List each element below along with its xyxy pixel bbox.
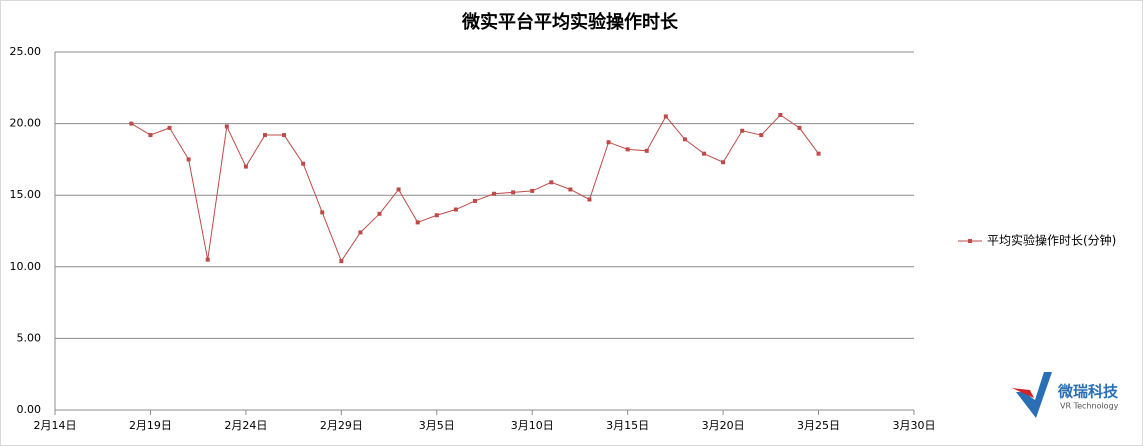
x-tick-label: 3月30日	[893, 419, 936, 432]
marker	[377, 211, 382, 216]
marker	[453, 207, 458, 212]
marker	[262, 133, 267, 138]
legend-marker	[968, 239, 972, 243]
marker	[320, 210, 325, 215]
y-tick-label: 25.00	[10, 45, 42, 58]
logo-icon	[1016, 372, 1052, 418]
y-tick-label: 20.00	[10, 117, 42, 130]
marker	[663, 114, 668, 119]
marker	[186, 157, 191, 162]
marker	[549, 180, 554, 185]
marker	[682, 137, 687, 142]
marker	[243, 164, 248, 169]
logo-accent	[1012, 388, 1034, 398]
x-tick-label: 2月29日	[320, 419, 363, 432]
marker	[415, 220, 420, 225]
marker	[434, 213, 439, 218]
x-tick-label: 2月24日	[224, 419, 267, 432]
marker	[587, 197, 592, 202]
marker	[759, 133, 764, 138]
marker	[224, 124, 229, 129]
x-tick-label: 3月5日	[419, 419, 455, 432]
marker	[492, 191, 497, 196]
marker	[129, 121, 134, 126]
logo-tagline: VR Technology	[1060, 402, 1119, 411]
legend-label: 平均实验操作时长(分钟)	[987, 233, 1116, 248]
x-tick-label: 2月14日	[34, 419, 77, 432]
y-tick-label: 0.00	[17, 403, 42, 416]
x-tick-label: 2月19日	[129, 419, 172, 432]
marker	[282, 133, 287, 138]
marker	[816, 151, 821, 156]
logo: 微瑞科技 VR Technology	[1012, 372, 1119, 418]
marker	[396, 187, 401, 192]
marker	[721, 160, 726, 165]
marker	[148, 133, 153, 138]
y-tick-label: 15.00	[10, 188, 42, 201]
marker	[797, 125, 802, 130]
marker	[568, 187, 573, 192]
logo-name: 微瑞科技	[1057, 383, 1119, 401]
marker	[205, 257, 210, 262]
marker	[606, 140, 611, 145]
marker	[778, 113, 783, 118]
y-tick-label: 10.00	[10, 260, 42, 273]
marker	[358, 230, 363, 235]
x-tick-label: 3月10日	[511, 419, 554, 432]
marker	[167, 125, 172, 130]
marker	[740, 128, 745, 133]
y-tick-label: 5.00	[17, 331, 42, 344]
x-tick-label: 3月25日	[797, 419, 840, 432]
marker	[301, 161, 306, 166]
marker	[702, 151, 707, 156]
x-tick-label: 3月20日	[702, 419, 745, 432]
chart-title: 微实平台平均实验操作时长	[461, 11, 679, 33]
marker	[511, 190, 516, 195]
marker	[530, 188, 535, 193]
marker	[339, 259, 344, 264]
x-tick-label: 3月15日	[606, 419, 649, 432]
marker	[644, 148, 649, 153]
marker	[472, 198, 477, 203]
marker	[625, 147, 630, 152]
